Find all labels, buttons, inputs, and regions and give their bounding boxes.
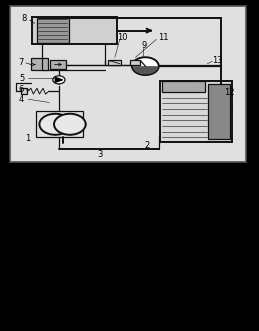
Text: 2: 2 [144,141,149,150]
Text: 7: 7 [18,58,24,67]
Text: 4: 4 [19,95,24,104]
Circle shape [39,114,71,135]
Polygon shape [55,77,62,82]
Bar [37,19,69,43]
Bar [107,60,121,65]
Circle shape [53,76,65,84]
Bar [162,81,205,92]
Text: 11: 11 [158,33,169,42]
Bar [32,17,117,44]
Circle shape [132,57,159,75]
Wedge shape [133,66,158,74]
Bar [36,111,83,137]
Bar [208,84,230,139]
Text: 1: 1 [25,133,30,143]
Text: 6: 6 [18,85,24,94]
Bar [50,60,66,69]
Text: 8: 8 [21,14,26,23]
Text: 9: 9 [141,41,147,50]
Bar [160,81,232,142]
Text: 13: 13 [212,56,222,65]
Text: 10: 10 [117,33,127,42]
Text: 5: 5 [20,74,25,83]
Bar [21,88,27,94]
Bar [31,58,48,70]
Text: 3: 3 [98,151,103,160]
Text: 12: 12 [224,88,235,97]
Bar [130,60,140,65]
Circle shape [54,114,86,135]
